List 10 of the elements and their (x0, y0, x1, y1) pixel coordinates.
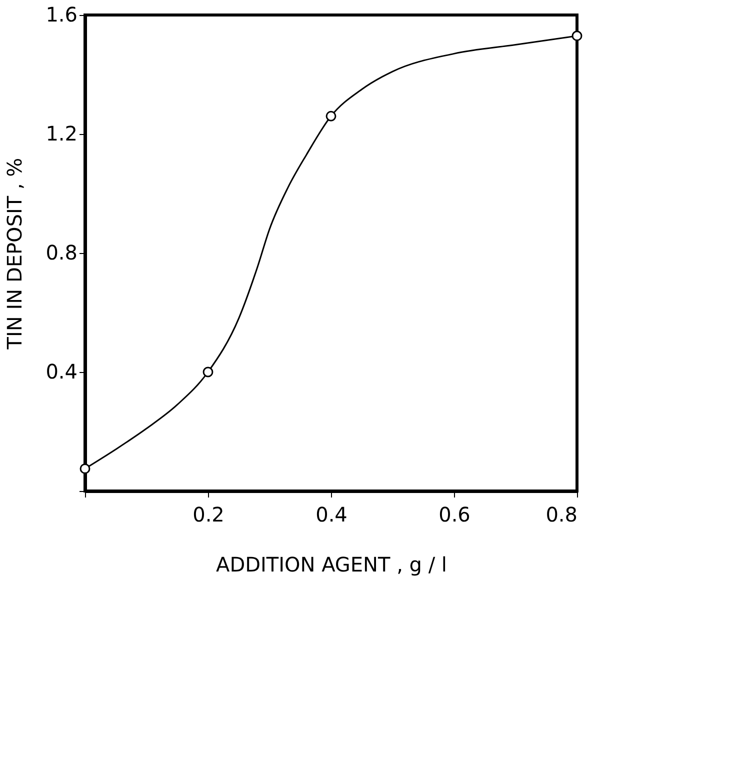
x-tick-label: 0.2 (192, 502, 224, 526)
y-axis-title: TIN IN DEPOSIT , % (2, 158, 27, 350)
x-tick-label: 0.8 (546, 502, 578, 526)
x-tick-label: 0.4 (316, 502, 348, 526)
x-axis-title: ADDITION AGENT , g / l (216, 552, 447, 576)
y-tick-label: 0.8 (46, 240, 78, 264)
x-tick-label: 0.6 (438, 502, 470, 526)
y-tick-label: 0.4 (46, 360, 78, 384)
y-tick-label: 1.6 (46, 2, 78, 26)
y-tick-label: 1.2 (46, 122, 78, 146)
